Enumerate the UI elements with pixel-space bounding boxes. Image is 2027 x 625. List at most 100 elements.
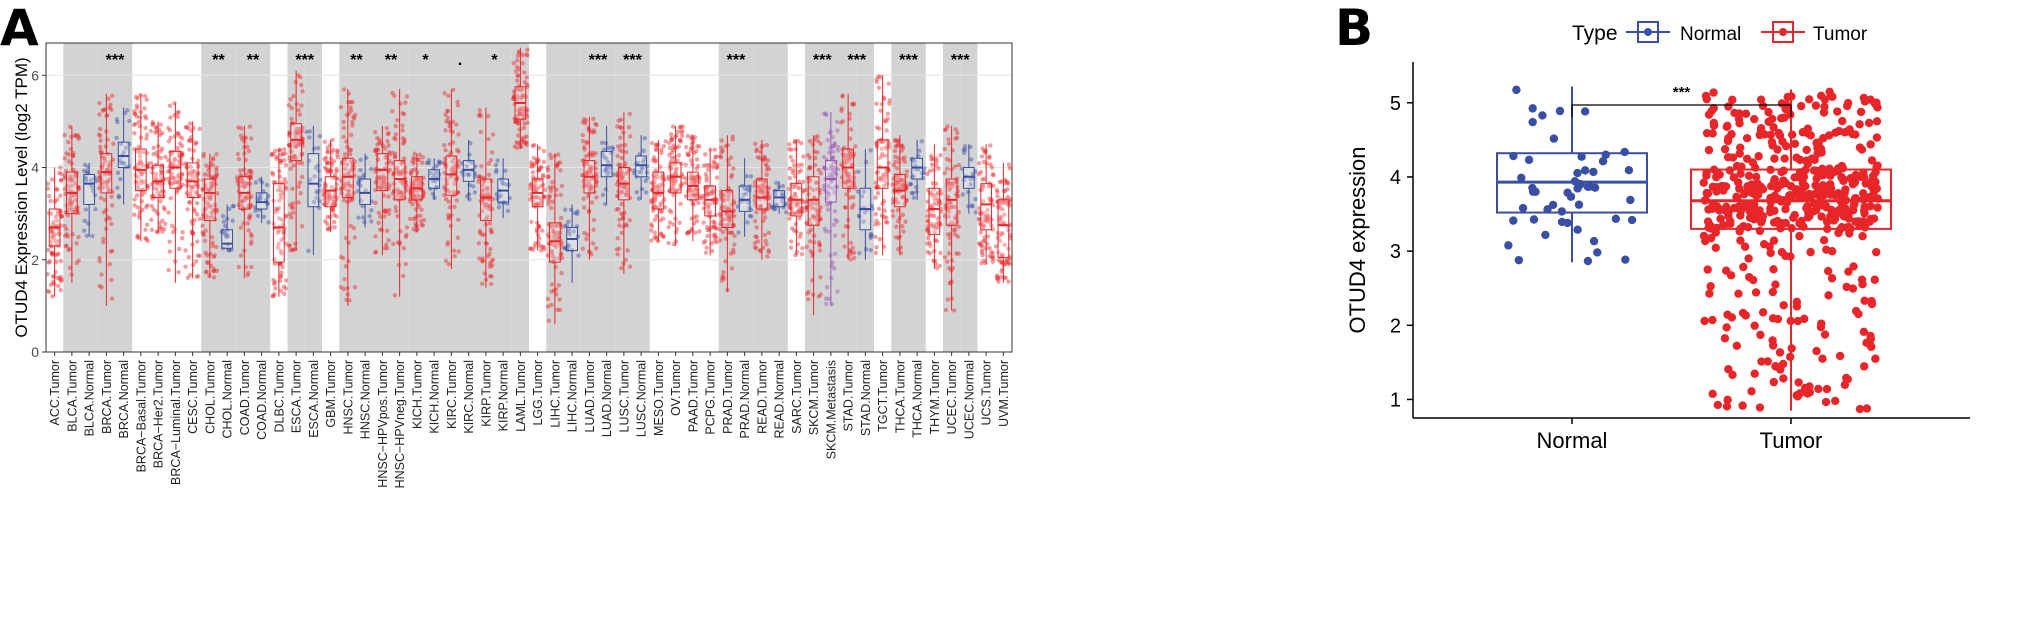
point-gbm-tumor-81 bbox=[328, 156, 334, 161]
box-body bbox=[342, 157, 354, 198]
point-stad-normal-0 bbox=[868, 248, 873, 253]
point-ucec-tumor-11 bbox=[942, 146, 947, 152]
point-blca-normal-7 bbox=[84, 233, 90, 239]
point-lgg-tumor-4 bbox=[535, 202, 540, 207]
point-brca-her2-tumor-75 bbox=[161, 226, 167, 232]
point-gbm-tumor-65 bbox=[327, 193, 333, 198]
point-lihc-tumor-73 bbox=[554, 163, 560, 168]
point-tumor-332 bbox=[1736, 143, 1745, 152]
point-lihc-tumor-19 bbox=[546, 198, 551, 203]
box-body bbox=[980, 183, 992, 231]
point-laml-tumor-53 bbox=[515, 93, 520, 99]
point-brca-luminal-tumor-40 bbox=[172, 156, 177, 161]
point-luad-tumor-10 bbox=[589, 165, 595, 170]
point-lgg-tumor-38 bbox=[528, 246, 533, 252]
point-ov-tumor-76 bbox=[680, 124, 685, 129]
point-hnsc-hpvneg-tumor-9 bbox=[400, 111, 405, 116]
point-coad-tumor-61 bbox=[245, 221, 251, 226]
point-skcm-metastasis-81 bbox=[835, 128, 840, 133]
point-brca-tumor-48 bbox=[97, 133, 103, 139]
point-tumor-455 bbox=[1837, 223, 1847, 232]
point-laml-tumor-71 bbox=[517, 106, 522, 112]
point-normal-43 bbox=[1580, 166, 1590, 175]
point-blca-tumor-34 bbox=[67, 124, 73, 130]
point-tumor-478 bbox=[1868, 176, 1877, 185]
point-kich-tumor-76 bbox=[413, 183, 418, 189]
point-lihc-tumor-56 bbox=[548, 205, 554, 211]
point-hnsc-tumor-65 bbox=[346, 189, 351, 194]
point-brca-luminal-tumor-83 bbox=[176, 181, 181, 186]
significance-14: *** bbox=[899, 52, 918, 69]
point-cesc-tumor-43 bbox=[195, 273, 201, 279]
point-kirp-tumor-20 bbox=[477, 107, 482, 113]
x-tick-label-meso-tumor: MESO.Tumor bbox=[652, 360, 666, 436]
point-coad-tumor-82 bbox=[239, 198, 245, 204]
point-cesc-tumor-42 bbox=[183, 161, 188, 166]
point-chol-tumor-67 bbox=[210, 157, 216, 162]
point-tumor-472 bbox=[1726, 219, 1735, 229]
point-lusc-tumor-81 bbox=[626, 125, 632, 130]
point-brca-tumor-84 bbox=[102, 156, 107, 161]
point-tumor-296 bbox=[1767, 137, 1777, 147]
point-tumor-309 bbox=[1824, 131, 1834, 140]
point-blca-tumor-23 bbox=[66, 247, 71, 253]
shade-prad-normal bbox=[736, 43, 754, 352]
point-kich-tumor-47 bbox=[411, 194, 417, 199]
point-tumor-446 bbox=[1735, 202, 1744, 211]
point-brca-basal-tumor-13 bbox=[135, 162, 140, 168]
point-chol-tumor-33 bbox=[210, 243, 215, 249]
point-tumor-497 bbox=[1775, 131, 1785, 140]
point-esca-tumor-75 bbox=[291, 163, 296, 168]
point-normal-16 bbox=[1528, 117, 1537, 127]
point-acc-tumor-79 bbox=[58, 274, 63, 280]
point-acc-tumor-24 bbox=[46, 289, 52, 295]
point-dlbc-tumor-4 bbox=[275, 230, 281, 235]
point-ucs-tumor-71 bbox=[989, 249, 994, 255]
point-brca-basal-tumor-2 bbox=[134, 114, 140, 119]
point-tgct-tumor-45 bbox=[874, 77, 879, 82]
point-skcm-tumor-40 bbox=[806, 289, 811, 295]
point-brca-luminal-tumor-13 bbox=[176, 109, 181, 115]
point-lgg-tumor-69 bbox=[533, 194, 538, 200]
point-tumor-381 bbox=[1702, 171, 1711, 180]
point-tumor-200 bbox=[1795, 389, 1805, 398]
point-hnsc-hpvpos-tumor-9 bbox=[379, 185, 384, 191]
point-lgg-tumor-65 bbox=[530, 170, 536, 175]
point-kich-tumor-75 bbox=[408, 194, 414, 199]
point-kirc-tumor-33 bbox=[455, 235, 460, 241]
point-hnsc-hpvneg-tumor-54 bbox=[395, 117, 400, 123]
point-skcm-metastasis-33 bbox=[834, 119, 840, 125]
point-cesc-tumor-27 bbox=[195, 212, 200, 217]
point-laml-tumor-35 bbox=[515, 58, 520, 63]
point-lihc-normal-5 bbox=[564, 223, 569, 228]
point-laml-tumor-76 bbox=[516, 140, 521, 146]
point-kirp-normal-9 bbox=[493, 169, 499, 175]
point-cesc-tumor-24 bbox=[187, 138, 192, 143]
point-dlbc-tumor-84 bbox=[278, 192, 283, 197]
point-hnsc-hpvpos-tumor-3 bbox=[382, 208, 388, 213]
point-lgg-tumor-3 bbox=[542, 187, 548, 193]
x-tick-label-kirp-normal: KIRP.Normal bbox=[497, 360, 511, 431]
point-hnsc-tumor-58 bbox=[343, 264, 349, 269]
point-dlbc-tumor-60 bbox=[271, 293, 276, 299]
point-hnsc-tumor-26 bbox=[347, 183, 352, 189]
point-brca-her2-tumor-50 bbox=[160, 229, 165, 234]
point-chol-tumor-5 bbox=[206, 215, 211, 220]
point-kirp-tumor-1 bbox=[489, 230, 494, 235]
point-prad-normal-19 bbox=[748, 174, 754, 179]
point-brca-tumor-71 bbox=[103, 180, 108, 186]
point-coad-tumor-26 bbox=[238, 133, 244, 138]
point-hnsc-hpvneg-tumor-46 bbox=[392, 293, 398, 298]
point-cesc-tumor-37 bbox=[194, 140, 199, 145]
point-chol-tumor-55 bbox=[206, 203, 212, 208]
point-normal-39 bbox=[1580, 107, 1590, 116]
point-hnsc-hpvpos-tumor-57 bbox=[387, 183, 392, 188]
point-read-tumor-48 bbox=[765, 254, 770, 259]
point-lihc-tumor-52 bbox=[545, 174, 551, 180]
point-coad-normal-14 bbox=[266, 220, 271, 225]
point-luad-tumor-39 bbox=[580, 246, 585, 251]
point-meso-tumor-75 bbox=[652, 235, 657, 240]
point-lihc-tumor-54 bbox=[549, 289, 554, 294]
x-tick-label-hnsc-hpvpos-tumor: HNSC−HPVpos.Tumor bbox=[376, 360, 390, 488]
point-coad-tumor-18 bbox=[249, 169, 254, 175]
